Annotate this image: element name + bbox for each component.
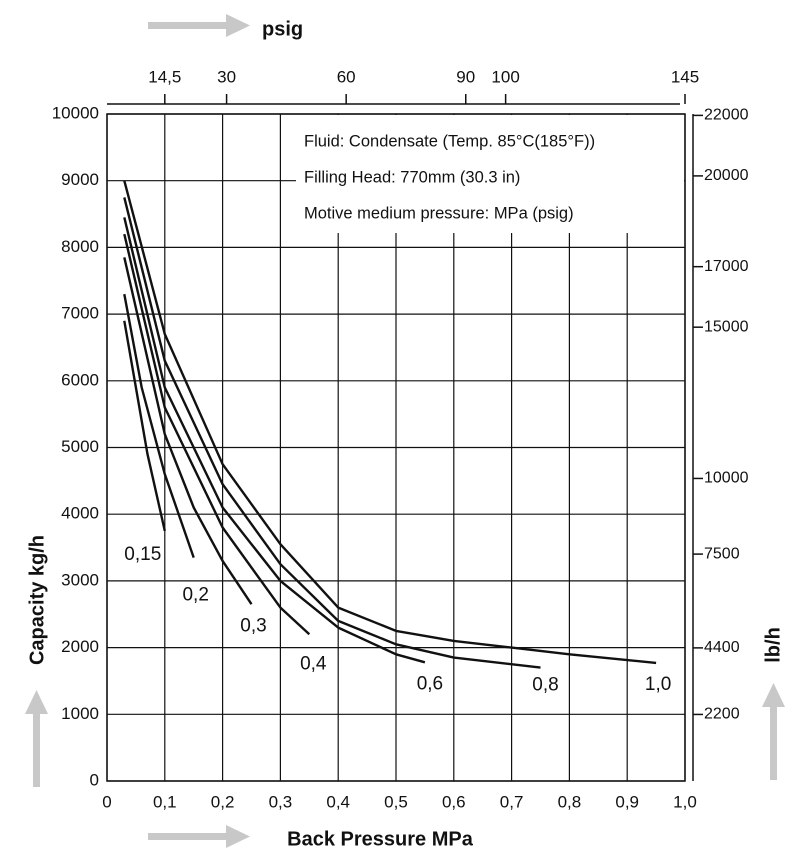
- y-tick-label: 10000: [52, 103, 99, 122]
- y2-tick-label: 2200: [704, 706, 740, 723]
- y2-title: lb/h: [762, 627, 784, 663]
- y-tick-label: 7000: [61, 304, 99, 323]
- x2-tick-label: 60: [337, 67, 356, 86]
- curve-label: 0,8: [532, 675, 558, 696]
- curve: [123, 293, 195, 558]
- curve-label: 0,2: [182, 585, 208, 606]
- x2-tick-label: 100: [491, 67, 519, 86]
- y-title: Capacity kg/h: [26, 535, 48, 665]
- curve-label: 0,4: [300, 653, 327, 674]
- y2-tick-label: 22000: [704, 107, 749, 124]
- x-tick-label: 0,5: [384, 792, 408, 811]
- annotation: Fluid: Condensate (Temp. 85°C(185°F)): [304, 132, 595, 150]
- curve-label: 0,15: [124, 544, 161, 565]
- x-tick-label: 1,0: [673, 792, 697, 811]
- curve: [123, 197, 541, 669]
- curve: [123, 180, 657, 665]
- curve: [123, 217, 426, 664]
- y-tick-label: 0: [90, 770, 99, 789]
- x-tick-label: 0: [102, 792, 111, 811]
- y-tick-label: 6000: [61, 370, 99, 389]
- x2-tick-label: 145: [671, 67, 699, 86]
- x-tick-label: 0,6: [442, 792, 466, 811]
- y-tick-label: 9000: [61, 170, 99, 189]
- y-tick-label: 8000: [61, 237, 99, 256]
- annotation: Motive medium pressure: MPa (psig): [304, 204, 574, 222]
- x-tick-label: 0,4: [326, 792, 350, 811]
- x-tick-label: 0,2: [211, 792, 235, 811]
- y2-tick-label: 4400: [704, 639, 740, 656]
- y-tick-label: 1000: [61, 704, 99, 723]
- y2-tick-label: 20000: [704, 167, 749, 184]
- arrows: [25, 14, 785, 848]
- x2-tick-label: 90: [456, 67, 475, 86]
- x-tick-label: 0,7: [500, 792, 524, 811]
- curve: [123, 320, 166, 532]
- curve-label: 0,6: [417, 673, 443, 694]
- y-tick-label: 4000: [61, 504, 99, 523]
- y2-tick-label: 7500: [704, 545, 740, 562]
- x-tick-label: 0,3: [269, 792, 293, 811]
- x2-tick-label: 14,5: [148, 67, 181, 86]
- x-tick-label: 0,9: [615, 792, 639, 811]
- curve: [123, 257, 253, 605]
- curve-label: 1,0: [645, 674, 671, 695]
- x2-title: psig: [262, 18, 303, 40]
- curve-label: 0,3: [240, 615, 266, 636]
- y-tick-label: 5000: [61, 437, 99, 456]
- y-tick-label: 2000: [61, 637, 99, 656]
- x-title: Back Pressure MPa: [287, 828, 474, 850]
- y2-tick-label: 15000: [704, 318, 749, 335]
- y2-tick-label: 17000: [704, 258, 749, 275]
- curve: [123, 233, 311, 636]
- x-tick-label: 0,1: [153, 792, 177, 811]
- plot-frame: [106, 113, 686, 782]
- annotation: Filling Head: 770mm (30.3 in): [304, 168, 520, 186]
- x2-tick-label: 30: [217, 67, 236, 86]
- y2-tick-label: 10000: [704, 470, 749, 487]
- y-tick-label: 3000: [61, 570, 99, 589]
- annotation-box: [296, 115, 684, 233]
- x-tick-label: 0,8: [558, 792, 582, 811]
